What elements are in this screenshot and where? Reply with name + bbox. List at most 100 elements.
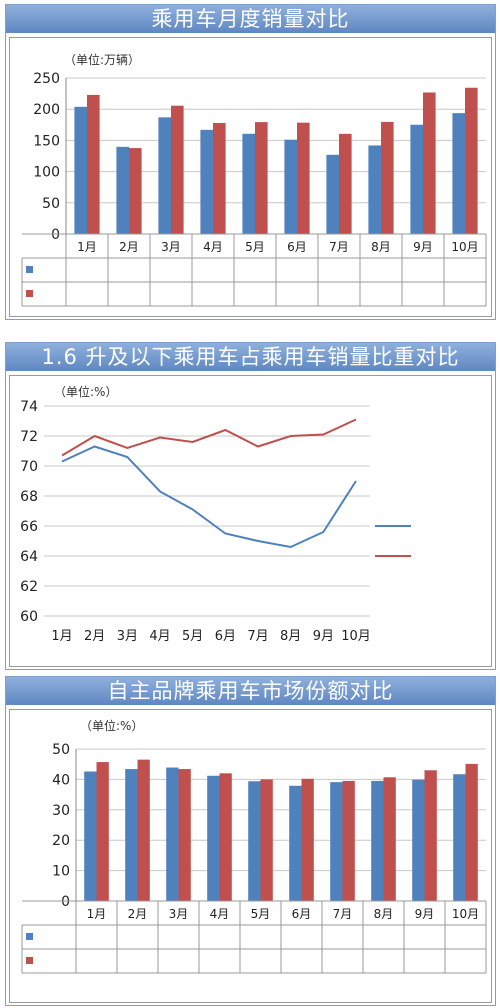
x-tick-label: 3月 [169, 907, 189, 921]
chart-frame: （单位:%） 0 10 20 30 40 50 1月 2月 3月 4月 5月 6月 7月 8月 9月 10月 [9, 709, 492, 1003]
bar-2015 [74, 106, 87, 234]
chart-title: 乘用车月度销量对比 [6, 5, 495, 33]
bar-2015 [248, 781, 261, 901]
y-tick-label: 100 [33, 165, 60, 181]
bar-2016 [171, 105, 184, 234]
unit-label: （单位:万辆） [64, 52, 140, 67]
bar-2015 [452, 113, 465, 234]
bar-2016 [297, 122, 310, 234]
bar-2015 [289, 785, 302, 901]
bar-2015 [410, 124, 423, 234]
line-2016 [61, 418, 357, 457]
bar-2015 [125, 769, 138, 901]
legend-marker-2016 [26, 957, 33, 964]
legend-marker-2015 [26, 933, 33, 940]
chart-panel-sales: 乘用车月度销量对比 （单位:万辆） 0 50 100 150 200 250 1月 2月 3月 4月… [5, 4, 496, 320]
x-tick-label: 4月 [149, 629, 170, 644]
x-tick-label: 2月 [119, 240, 139, 254]
x-tick-label: 1月 [87, 907, 107, 921]
chart-panel-share-16l: 1.6 升及以下乘用车占乘用车销量比重对比 （单位:%） 60 62 64 66 68 70… [5, 342, 496, 670]
bar-2015 [412, 779, 425, 901]
x-tick-label: 6月 [215, 629, 236, 644]
bar-2016 [465, 87, 478, 234]
x-tick-label: 7月 [329, 240, 349, 254]
y-tick-label: 66 [20, 519, 38, 535]
x-tick-label: 9月 [413, 240, 433, 254]
bar-2015 [326, 154, 339, 234]
y-tick-label: 72 [20, 429, 38, 445]
x-tick-label: 8月 [280, 629, 301, 644]
x-tick-label: 5月 [251, 907, 271, 921]
bar-2015 [453, 774, 466, 901]
bar-2015 [284, 139, 297, 234]
x-tick-label: 7月 [333, 907, 353, 921]
x-tick-label: 6月 [292, 907, 312, 921]
x-tick-label: 1月 [77, 240, 97, 254]
y-tick-label: 50 [52, 742, 70, 758]
x-tick-label: 4月 [203, 240, 223, 254]
x-tick-label: 9月 [313, 629, 334, 644]
x-tick-label: 8月 [374, 907, 394, 921]
y-tick-label: 200 [33, 102, 60, 118]
bar-2016 [129, 148, 142, 234]
bar-2016 [465, 763, 478, 901]
y-tick-label: 10 [52, 864, 70, 880]
legend-marker-2015 [26, 266, 33, 273]
bar-2016 [178, 769, 191, 901]
bar-2016 [219, 773, 232, 901]
bar-2015 [116, 146, 129, 234]
bar-2016 [96, 762, 109, 901]
bar-2016 [423, 92, 436, 234]
bar-2015 [166, 767, 179, 901]
legend-marker-2016 [26, 290, 33, 297]
y-tick-label: 0 [61, 894, 70, 910]
x-tick-label: 5月 [245, 240, 265, 254]
x-tick-label: 3月 [161, 240, 181, 254]
y-tick-label: 150 [33, 133, 60, 149]
x-tick-label: 4月 [210, 907, 230, 921]
x-tick-label: 5月 [182, 629, 203, 644]
line-2015 [61, 445, 357, 549]
x-tick-label: 10月 [451, 240, 478, 254]
x-tick-label: 8月 [371, 240, 391, 254]
y-tick-label: 40 [52, 772, 70, 788]
bar-2016 [87, 94, 100, 234]
bar-2016 [342, 780, 355, 901]
bar-2016 [260, 779, 273, 901]
x-tick-label: 1月 [51, 629, 72, 644]
y-tick-label: 68 [20, 489, 38, 505]
bar-2016 [381, 121, 394, 234]
x-tick-label: 10月 [452, 907, 479, 921]
chart-frame: （单位:万辆） 0 50 100 150 200 250 1月 2月 3月 4月 5月 6月 7月 8月 9月… [9, 37, 492, 317]
y-tick-label: 0 [51, 227, 60, 243]
y-tick-label: 64 [20, 549, 38, 565]
chart-panel-domestic-brand: 自主品牌乘用车市场份额对比 （单位:%） 0 10 20 30 40 50 1月 2月 3月 4月 5… [5, 676, 496, 1006]
bar-2016 [137, 759, 150, 901]
bar-chart-domestic-brand: （单位:%） 0 10 20 30 40 50 1月 2月 3月 4月 5月 6月 7月 8月 9月 10月 [21, 718, 487, 974]
y-tick-label: 20 [52, 833, 70, 849]
y-tick-label: 30 [52, 803, 70, 819]
chart-title: 1.6 升及以下乘用车占乘用车销量比重对比 [6, 343, 495, 371]
x-tick-label: 9月 [415, 907, 435, 921]
bar-2016 [339, 133, 352, 234]
bar-2015 [207, 775, 220, 901]
x-tick-label: 3月 [117, 629, 138, 644]
bar-2015 [368, 145, 381, 234]
bar-2016 [213, 122, 226, 234]
bar-2016 [255, 122, 268, 234]
bar-2015 [200, 129, 213, 234]
x-tick-label: 10月 [341, 629, 371, 644]
unit-label: （单位:%） [54, 384, 117, 399]
y-tick-label: 60 [20, 609, 38, 625]
y-tick-label: 250 [33, 71, 60, 87]
bar-2015 [158, 117, 171, 234]
bar-2015 [330, 782, 343, 901]
chart-title: 自主品牌乘用车市场份额对比 [6, 677, 495, 705]
chart-frame: （单位:%） 60 62 64 66 68 70 72 74 1月 2月 3月 4月 5月 6月 7月 8月 9月… [9, 375, 492, 667]
x-tick-label: 7月 [247, 629, 268, 644]
y-tick-label: 62 [20, 579, 38, 595]
x-tick-label: 2月 [128, 907, 148, 921]
bar-2015 [371, 780, 384, 901]
bar-2015 [84, 771, 97, 901]
bar-2015 [242, 133, 255, 234]
